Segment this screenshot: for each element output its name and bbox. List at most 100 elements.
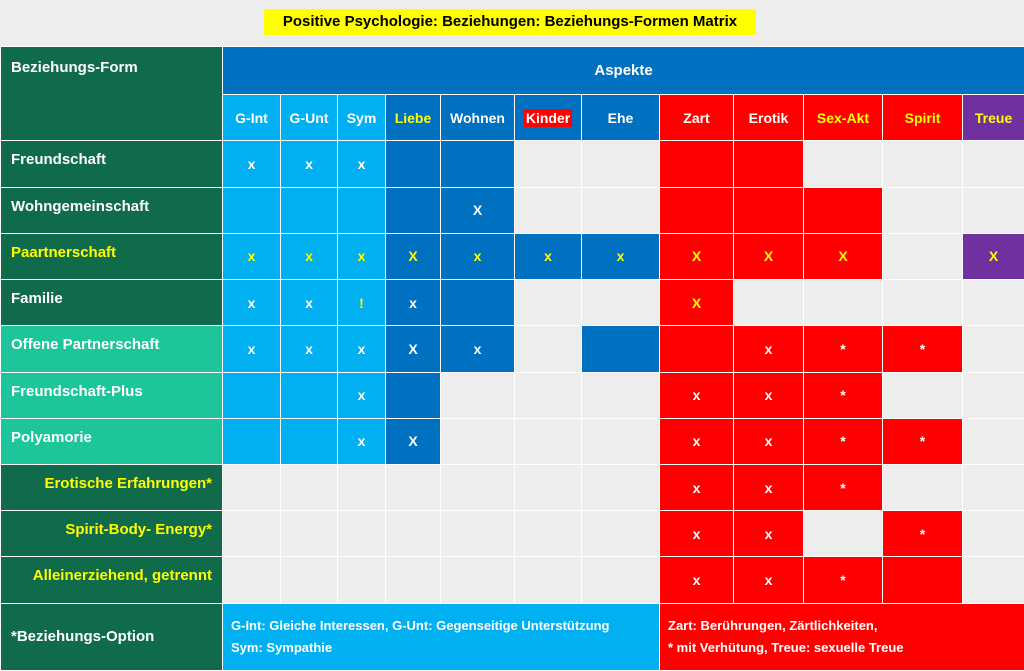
matrix-cell	[280, 186, 338, 234]
matrix-cell	[385, 186, 441, 234]
aspects-group-header: Aspekte	[221, 45, 1024, 96]
matrix-cell: x	[733, 510, 804, 558]
matrix-cell	[280, 417, 338, 465]
matrix-cell	[961, 510, 1024, 558]
row-label: Paartnerschaft	[0, 232, 223, 281]
table-row: Spirit-Body- Energy* x x *	[0, 510, 1024, 558]
column-header-label: Wohnen	[450, 109, 505, 126]
matrix-cell: x	[440, 232, 515, 281]
column-header: Wohnen	[440, 94, 515, 142]
matrix-cell	[514, 463, 582, 512]
matrix-cell: x	[581, 232, 660, 281]
column-header: Sex-Akt	[803, 94, 883, 142]
table-row: Alleinerziehend, getrennt x x *	[0, 556, 1024, 604]
column-header: Sym	[337, 94, 386, 142]
matrix-cell	[280, 510, 338, 558]
row-label: Wohngemeinschaft	[0, 186, 223, 234]
matrix-cell	[222, 417, 281, 465]
matrix-cell	[514, 279, 582, 327]
matrix-cell	[581, 371, 660, 419]
matrix-cell	[440, 417, 515, 465]
matrix-cell	[222, 510, 281, 558]
matrix-cell: *	[882, 325, 963, 373]
page-title: Positive Psychologie: Beziehungen: Bezie…	[264, 9, 756, 35]
matrix-cell: x	[280, 279, 338, 327]
table-row: Freundschaft x x x	[0, 140, 1024, 188]
column-header: Zart	[659, 94, 734, 142]
column-header-label: Kinder	[523, 108, 573, 127]
matrix-cell	[733, 279, 804, 327]
matrix-cell	[659, 325, 734, 373]
column-header: Liebe	[385, 94, 441, 142]
matrix-cell: x	[337, 371, 386, 419]
matrix-cell	[803, 140, 883, 188]
legend-line: * mit Verhütung, Treue: sexuelle Treue	[668, 639, 904, 655]
matrix-cell: x	[733, 417, 804, 465]
matrix-cell	[581, 186, 660, 234]
matrix-cell	[961, 186, 1024, 234]
matrix-cell	[803, 186, 883, 234]
matrix-cell	[581, 325, 660, 373]
matrix-cell	[961, 417, 1024, 465]
matrix-cell	[440, 140, 515, 188]
table-row: Erotische Erfahrungen* x x *	[0, 463, 1024, 512]
column-header: G-Int	[222, 94, 281, 142]
header-row-group: Beziehungs-Form Aspekte	[0, 45, 1024, 142]
matrix-cell: *	[803, 417, 883, 465]
column-header: Kinder	[514, 94, 582, 142]
matrix-cell	[337, 463, 386, 512]
matrix-cell	[514, 417, 582, 465]
matrix-cell: X	[803, 232, 883, 281]
matrix-cell: *	[803, 371, 883, 419]
column-header-label: Treue	[974, 109, 1013, 126]
row-label: Offene Partnerschaft	[0, 325, 223, 373]
matrix-cell	[882, 556, 963, 604]
matrix-cell: X	[385, 232, 441, 281]
row-label: Freundschaft	[0, 140, 223, 188]
row-label: Alleinerziehend, getrennt	[0, 556, 223, 604]
matrix-cell	[514, 325, 582, 373]
column-header-label: Spirit	[904, 109, 941, 126]
column-header-label: Ehe	[607, 109, 634, 126]
matrix-cell: x	[733, 325, 804, 373]
row-label: Polyamorie	[0, 417, 223, 465]
matrix-cell: X	[385, 325, 441, 373]
title-bar: Positive Psychologie: Beziehungen: Bezie…	[0, 0, 1024, 46]
column-header: Treue	[961, 94, 1024, 142]
legend-line: G-Int: Gleiche Interessen, G-Unt: Gegens…	[231, 617, 610, 633]
row-label: Freundschaft-Plus	[0, 371, 223, 419]
table-row: Freundschaft-Plus x x x *	[0, 371, 1024, 419]
matrix-cell	[581, 556, 660, 604]
matrix-cell: x	[659, 463, 734, 512]
matrix-cell	[961, 463, 1024, 512]
relationship-matrix: Beziehungs-Form Aspekte G-Int G-Unt Sym Liebe…	[0, 45, 1024, 671]
matrix-cell	[882, 186, 963, 234]
matrix-cell	[882, 140, 963, 188]
matrix-cell	[385, 556, 441, 604]
row-label: Erotische Erfahrungen*	[0, 463, 223, 512]
column-header: G-Unt	[280, 94, 338, 142]
matrix-cell: X	[659, 279, 734, 327]
corner-header: Beziehungs-Form	[0, 45, 223, 142]
table-row: Wohngemeinschaft X	[0, 186, 1024, 234]
legend-row: *Beziehungs-Option G-Int: Gleiche Interes…	[0, 602, 1024, 671]
matrix-cell	[581, 140, 660, 188]
matrix-cell	[581, 417, 660, 465]
matrix-cell	[440, 556, 515, 604]
matrix-cell	[440, 510, 515, 558]
legend-blue: G-Int: Gleiche Interessen, G-Unt: Gegens…	[222, 602, 660, 671]
column-header-label: G-Int	[235, 109, 268, 126]
column-header-label: Zart	[683, 109, 710, 126]
matrix-cell: x	[280, 325, 338, 373]
matrix-cell: *	[803, 325, 883, 373]
matrix-cell	[659, 140, 734, 188]
matrix-cell	[882, 371, 963, 419]
matrix-cell	[581, 510, 660, 558]
matrix-cell	[659, 186, 734, 234]
column-header: Erotik	[733, 94, 804, 142]
matrix-cell: X	[961, 232, 1024, 281]
header-row-columns: G-Int G-Unt Sym Liebe Wohnen Kinder Ehe Zart Ero…	[1, 94, 1024, 142]
matrix-cell	[882, 279, 963, 327]
matrix-cell	[222, 463, 281, 512]
